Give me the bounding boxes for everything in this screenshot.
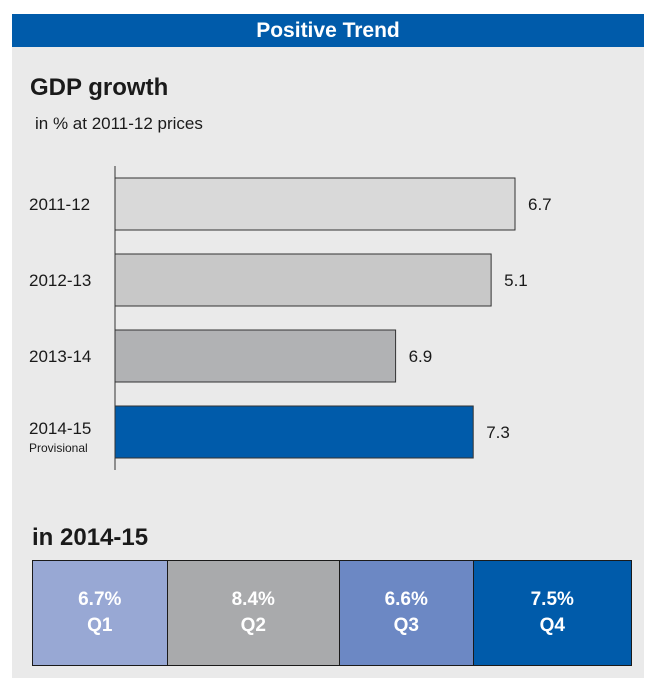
quarter-cell-q3: 6.6% Q3 <box>340 561 474 665</box>
quarter-value: 6.6% <box>385 587 428 613</box>
quarter-cell-q4: 7.5% Q4 <box>474 561 631 665</box>
value-label: 5.1 <box>504 271 528 290</box>
quarterly-growth-strip: 6.7% Q1 8.4% Q2 6.6% Q3 7.5% Q4 <box>32 560 632 666</box>
value-label: 6.7 <box>528 195 552 214</box>
infographic-panel: Positive Trend GDP growth in % at 2011-1… <box>12 14 644 678</box>
quarter-cell-q1: 6.7% Q1 <box>33 561 168 665</box>
category-label: 2011-12 <box>29 195 90 214</box>
value-label: 7.3 <box>486 423 510 442</box>
bar-2013-14 <box>115 330 396 382</box>
quarter-label: Q3 <box>394 613 419 639</box>
category-label: 2014-15 <box>29 419 91 438</box>
quarter-cell-q2: 8.4% Q2 <box>168 561 340 665</box>
value-label: 6.9 <box>409 347 433 366</box>
bar-2014-15 <box>115 406 473 458</box>
gdp-bar-chart: 2011-12 6.7 2012-13 5.1 2013-14 6.9 2014-15 Pro… <box>12 14 644 504</box>
category-note: Provisional <box>29 441 88 455</box>
bar-2012-13 <box>115 254 491 306</box>
category-label: 2012-13 <box>29 271 91 290</box>
quarter-value: 6.7% <box>78 587 121 613</box>
quarter-label: Q4 <box>540 613 565 639</box>
quarter-value: 8.4% <box>232 587 275 613</box>
quarter-label: Q2 <box>241 613 266 639</box>
quarters-title: in 2014-15 <box>32 524 148 552</box>
quarter-value: 7.5% <box>531 587 574 613</box>
quarter-label: Q1 <box>87 613 112 639</box>
bar-2011-12 <box>115 178 515 230</box>
category-label: 2013-14 <box>29 347 91 366</box>
